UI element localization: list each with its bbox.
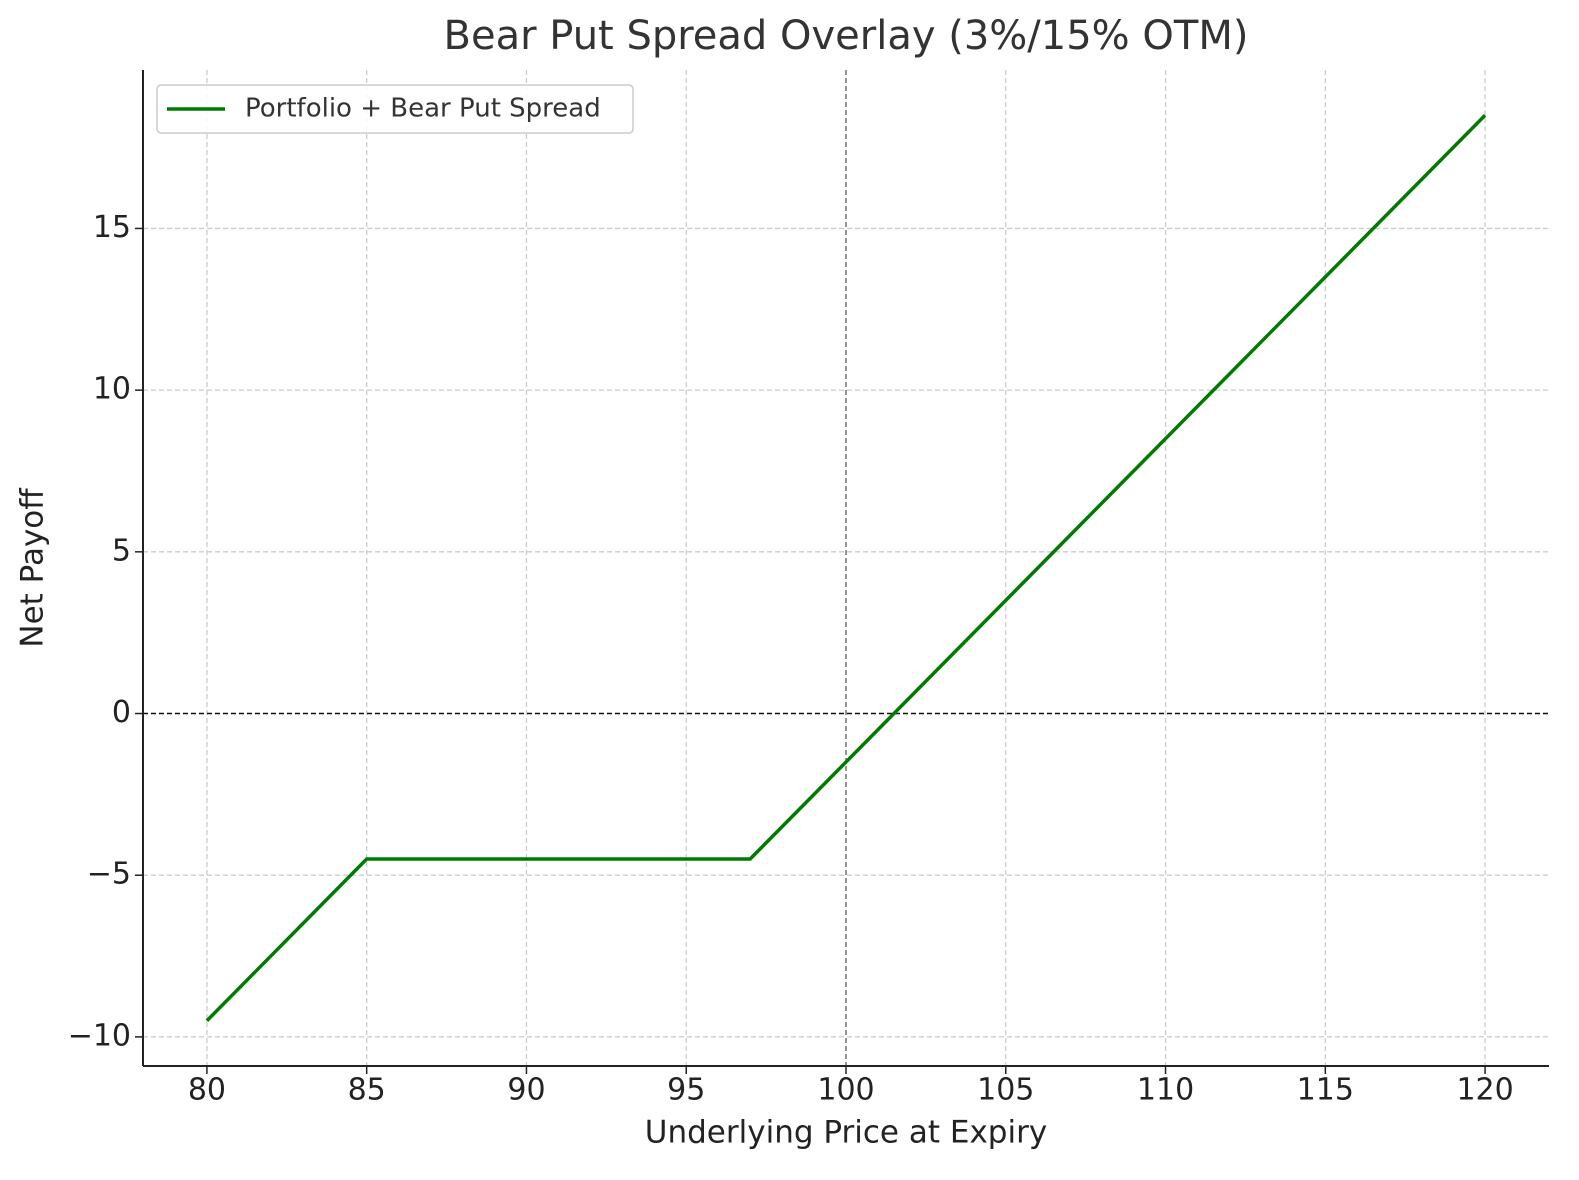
x-tick-label: 120 xyxy=(1456,1073,1513,1108)
x-tick-label: 85 xyxy=(348,1073,386,1108)
y-tick-label: 5 xyxy=(112,533,131,568)
y-tick-label: 0 xyxy=(112,695,131,730)
x-tick-label: 95 xyxy=(667,1073,705,1108)
x-axis-label: Underlying Price at Expiry xyxy=(645,1115,1047,1151)
chart-title: Bear Put Spread Overlay (3%/15% OTM) xyxy=(444,13,1249,59)
legend-box xyxy=(156,84,634,134)
x-tick-label: 110 xyxy=(1137,1073,1194,1108)
legend: Portfolio + Bear Put Spread xyxy=(156,84,634,134)
x-tick-label: 80 xyxy=(188,1073,226,1108)
y-tick-label: −10 xyxy=(68,1018,131,1053)
x-tick-label: 90 xyxy=(507,1073,545,1108)
line-series xyxy=(205,114,1487,1022)
y-axis-label: Net Payoff xyxy=(15,488,51,648)
y-tick-label: −5 xyxy=(87,857,131,892)
x-tick-label: 115 xyxy=(1297,1073,1354,1108)
y-tick-label: 10 xyxy=(93,372,131,407)
legend-label: Portfolio + Bear Put Spread xyxy=(245,94,601,124)
x-tick-label: 105 xyxy=(977,1073,1034,1108)
x-tick-label: 100 xyxy=(817,1073,874,1108)
y-tick-label: 15 xyxy=(93,210,131,245)
